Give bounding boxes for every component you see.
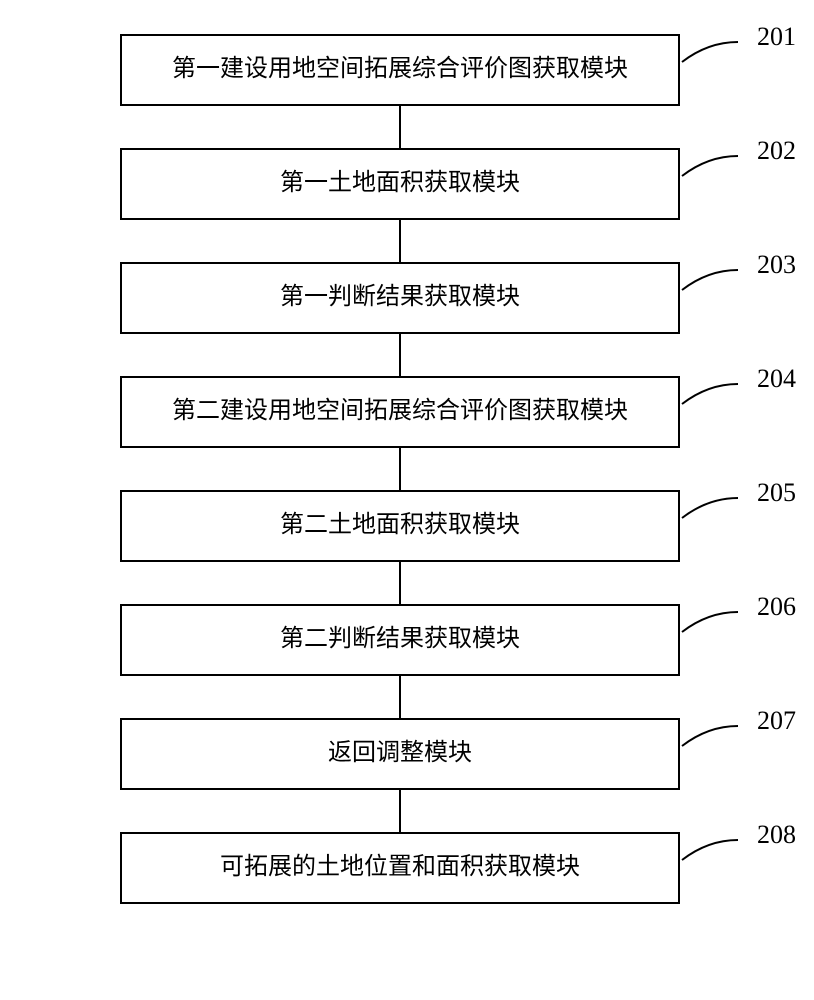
leader-line (680, 154, 740, 178)
module-box-205: 第二土地面积获取模块 205 (120, 490, 680, 562)
module-box-206: 第二判断结果获取模块 206 (120, 604, 680, 676)
module-label: 第二判断结果获取模块 (272, 624, 528, 655)
module-label: 第一判断结果获取模块 (272, 282, 528, 313)
module-box-203: 第一判断结果获取模块 203 (120, 262, 680, 334)
module-label: 第二建设用地空间拓展综合评价图获取模块 (164, 396, 636, 427)
module-number: 201 (757, 22, 796, 52)
module-number: 203 (757, 250, 796, 280)
module-number: 204 (757, 364, 796, 394)
module-number: 208 (757, 820, 796, 850)
connector (399, 562, 401, 604)
module-label: 第一建设用地空间拓展综合评价图获取模块 (164, 54, 636, 85)
module-box-207: 返回调整模块 207 (120, 718, 680, 790)
module-label: 可拓展的土地位置和面积获取模块 (212, 852, 588, 883)
module-number: 207 (757, 706, 796, 736)
leader-line (680, 724, 740, 748)
leader-line (680, 610, 740, 634)
connector (399, 106, 401, 148)
module-box-208: 可拓展的土地位置和面积获取模块 208 (120, 832, 680, 904)
connector (399, 334, 401, 376)
connector (399, 790, 401, 832)
connector (399, 676, 401, 718)
leader-line (680, 838, 740, 862)
module-number: 206 (757, 592, 796, 622)
module-box-201: 第一建设用地空间拓展综合评价图获取模块 201 (120, 34, 680, 106)
module-label: 第二土地面积获取模块 (272, 510, 528, 541)
leader-line (680, 40, 740, 64)
module-box-202: 第一土地面积获取模块 202 (120, 148, 680, 220)
module-box-204: 第二建设用地空间拓展综合评价图获取模块 204 (120, 376, 680, 448)
connector (399, 448, 401, 490)
connector (399, 220, 401, 262)
module-label: 返回调整模块 (320, 738, 480, 769)
flowchart-container: 第一建设用地空间拓展综合评价图获取模块 201 第一土地面积获取模块 202 第… (60, 34, 740, 904)
leader-line (680, 268, 740, 292)
leader-line (680, 496, 740, 520)
leader-line (680, 382, 740, 406)
module-number: 202 (757, 136, 796, 166)
module-label: 第一土地面积获取模块 (272, 168, 528, 199)
module-number: 205 (757, 478, 796, 508)
